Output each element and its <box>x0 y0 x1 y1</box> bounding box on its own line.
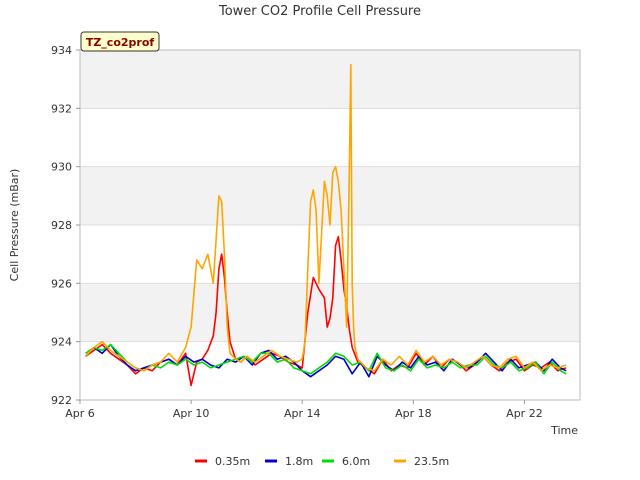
legend: 0.35m 1.8m 6.0m 23.5m <box>195 455 449 468</box>
series-line-0.35m <box>85 235 567 387</box>
site-tag-background <box>80 31 160 52</box>
y-tick-label: 924 <box>51 336 72 349</box>
legend-label: 0.35m <box>215 455 250 468</box>
x-tick-label: Apr 18 <box>395 407 432 420</box>
site-tag-box: TZ_co2prof <box>80 31 160 52</box>
y-tick-label: 930 <box>51 161 72 174</box>
x-tick-label: Apr 22 <box>506 407 543 420</box>
legend-label: 6.0m <box>342 455 370 468</box>
x-tick-label: Apr 6 <box>65 407 95 420</box>
x-tick-label: Apr 10 <box>173 407 210 420</box>
plot-band <box>80 108 580 167</box>
plot-band <box>80 50 580 109</box>
series-line-23.5m <box>85 63 567 372</box>
y-tick-label: 932 <box>51 102 72 115</box>
series-line-6.0m <box>85 343 567 375</box>
x-tick-label: Apr 14 <box>284 407 321 420</box>
x-axis: Apr 6 Apr 10 Apr 14 Apr 18 Apr 22 <box>65 400 543 420</box>
plot-band <box>80 225 580 284</box>
y-tick-label: 928 <box>51 219 72 232</box>
chart-title: Tower CO2 Profile Cell Pressure <box>218 4 421 19</box>
series-lines <box>85 63 567 387</box>
x-axis-label: Time <box>550 424 578 437</box>
plot-band <box>80 341 580 400</box>
y-tick-label: 934 <box>51 44 72 57</box>
legend-label: 1.8m <box>285 455 313 468</box>
y-tick-label: 922 <box>51 394 72 407</box>
legend-label: 23.5m <box>414 455 449 468</box>
y-axis: 922 924 926 928 930 932 934 <box>51 44 80 407</box>
y-tick-label: 926 <box>51 277 72 290</box>
series-line-1.8m <box>85 343 567 378</box>
site-tag-label: TZ_co2prof <box>86 36 155 49</box>
y-axis-label: Cell Pressure (mBar) <box>8 169 21 282</box>
